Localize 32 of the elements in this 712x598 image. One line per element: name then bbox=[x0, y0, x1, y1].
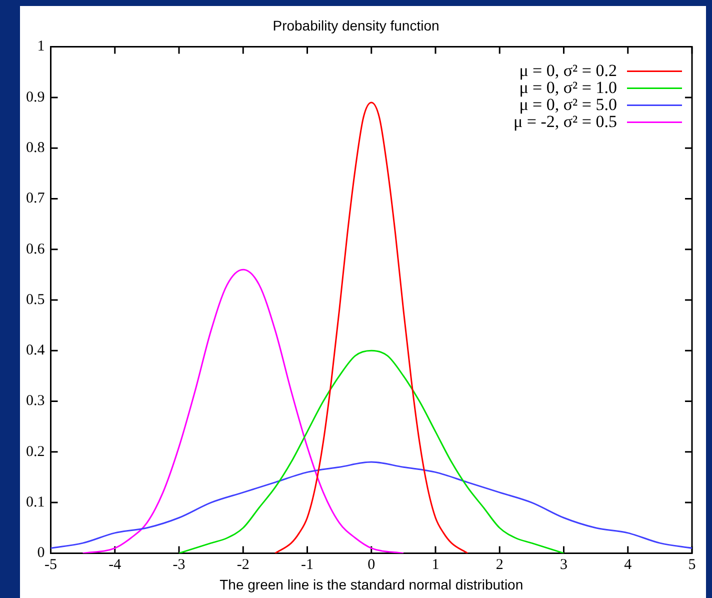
y-tick-label: 0.9 bbox=[26, 89, 45, 106]
chart-title: Probability density function bbox=[272, 17, 440, 34]
y-tick-label: 1 bbox=[37, 38, 45, 55]
line-series bbox=[82, 268, 404, 554]
x-tick-label: 1 bbox=[432, 557, 440, 574]
y-tick-label: 0.1 bbox=[26, 494, 45, 510]
x-tick-label: 0 bbox=[368, 557, 376, 574]
y-tick-label: 0.3 bbox=[26, 393, 45, 410]
y-tick-label: 0.8 bbox=[26, 140, 45, 156]
y-tick-label: 0.7 bbox=[26, 190, 46, 207]
y-tick-label: 0.2 bbox=[26, 444, 45, 460]
legend-label: μ = 0, σ² = 5.0 bbox=[519, 94, 617, 114]
x-tick-label: 3 bbox=[560, 557, 568, 574]
y-tick-label: 0.5 bbox=[26, 292, 45, 308]
legend-label: μ = 0, σ² = 0.2 bbox=[519, 60, 617, 80]
line-series bbox=[178, 350, 564, 554]
x-tick-label: 5 bbox=[688, 557, 696, 574]
x-tick-label: -1 bbox=[301, 557, 314, 574]
x-tick-label: -3 bbox=[172, 557, 186, 574]
x-tick-label: -4 bbox=[108, 557, 122, 574]
x-tick-label: 2 bbox=[496, 557, 504, 574]
x-tick-label: -2 bbox=[236, 557, 250, 574]
x-tick-label: 4 bbox=[624, 557, 632, 574]
line-series bbox=[50, 461, 692, 549]
x-axis-title: The green line is the standard normal distribution bbox=[220, 576, 524, 592]
x-tick-label: -5 bbox=[44, 557, 57, 574]
legend-label: μ = -2, σ² = 0.5 bbox=[514, 112, 617, 131]
legend-label: μ = 0, σ² = 1.0 bbox=[519, 78, 617, 97]
y-tick-label: 0.6 bbox=[26, 241, 46, 258]
y-tick-label: 0.4 bbox=[26, 342, 46, 359]
y-tick-label: 0 bbox=[37, 545, 45, 562]
line-series bbox=[274, 102, 468, 554]
